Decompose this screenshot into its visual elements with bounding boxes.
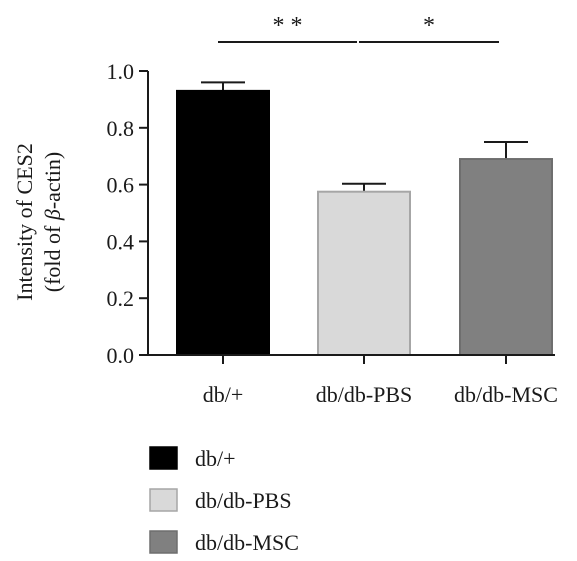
y-tick-label: 0.4 [107,229,135,254]
bar [317,190,411,356]
y-tick-label: 0.8 [107,116,135,141]
bar [176,89,270,356]
legend-swatch [149,488,178,512]
y-tick-label: 0.6 [107,173,135,198]
x-tick-label: db/db-PBS [316,382,413,407]
significance-brackets: * * * [218,13,499,43]
legend-label: db/+ [195,446,236,471]
y-axis-title-line1: Intensity of CES2 [12,143,37,301]
y-tick-label: 0.2 [107,286,135,311]
y-tick-label: 0.0 [107,343,135,368]
x-tick-label: db/+ [203,382,244,407]
legend: db/+ db/db-PBS db/db-MSC [149,446,299,555]
legend-swatch [149,446,178,470]
bar [459,158,553,356]
legend-label: db/db-PBS [195,488,292,513]
legend-swatch [149,530,178,554]
bars [176,81,553,356]
x-axis: db/+ db/db-PBS db/db-MSC [148,354,558,407]
y-axis-title: Intensity of CES2 (fold of β-actin) [12,143,65,301]
significance-label: * * [273,13,303,39]
significance-label: * [423,13,435,39]
y-axis: 0.0 0.2 0.4 0.6 0.8 1.0 [107,59,149,368]
y-axis-title-line2: (fold of β-actin) [40,152,65,292]
legend-label: db/db-MSC [195,530,299,555]
y-tick-label: 1.0 [107,59,135,84]
x-tick-label: db/db-MSC [454,382,558,407]
